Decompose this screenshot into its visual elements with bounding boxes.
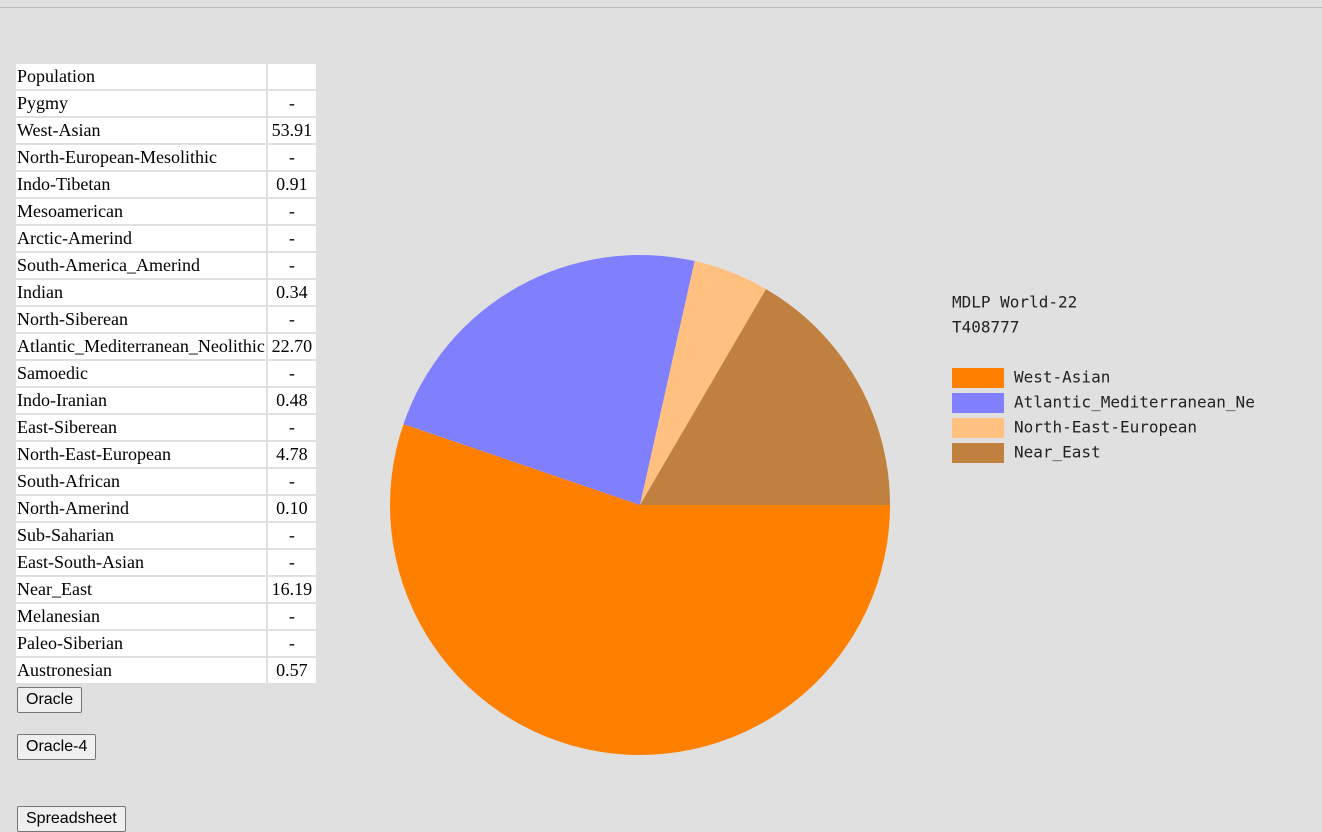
table-row: Pygmy - bbox=[16, 91, 316, 118]
legend-label: Atlantic_Mediterranean_Ne bbox=[1014, 393, 1255, 412]
spreadsheet-button[interactable]: Spreadsheet bbox=[17, 806, 126, 832]
value-cell: 4.78 bbox=[267, 442, 316, 469]
pie-slice bbox=[640, 261, 767, 505]
population-cell: South-African bbox=[16, 469, 266, 496]
value-cell: 0.34 bbox=[267, 280, 316, 307]
population-cell: North-East-European bbox=[16, 442, 266, 469]
population-cell: West-Asian bbox=[16, 118, 266, 145]
header-row: Population bbox=[16, 64, 316, 91]
table-row: North-Siberean - bbox=[16, 307, 316, 334]
population-cell: Indian bbox=[16, 280, 266, 307]
table-row: Near_East 16.19 bbox=[16, 577, 316, 604]
oracle4-button[interactable]: Oracle-4 bbox=[17, 734, 97, 760]
table-row: North-East-European 4.78 bbox=[16, 442, 316, 469]
legend-swatch bbox=[952, 393, 1004, 413]
legend-swatch bbox=[952, 443, 1004, 463]
table-row: Sub-Saharian - bbox=[16, 523, 316, 550]
value-cell: 0.10 bbox=[267, 496, 316, 523]
value-cell: - bbox=[267, 307, 316, 334]
population-cell: Near_East bbox=[16, 577, 266, 604]
legend-label: West-Asian bbox=[1014, 368, 1110, 387]
table-row: South-African - bbox=[16, 469, 316, 496]
table-row: Austronesian 0.57 bbox=[16, 658, 316, 685]
legend-label: Near_East bbox=[1014, 443, 1101, 462]
table-row: Mesoamerican - bbox=[16, 199, 316, 226]
population-cell: Arctic-Amerind bbox=[16, 226, 266, 253]
value-cell: - bbox=[267, 199, 316, 226]
table-row: West-Asian 53.91 bbox=[16, 118, 316, 145]
value-cell: 22.70 bbox=[267, 334, 316, 361]
value-cell: 16.19 bbox=[267, 577, 316, 604]
population-cell: Austronesian bbox=[16, 658, 266, 685]
table-row: Paleo-Siberian - bbox=[16, 631, 316, 658]
population-cell: Indo-Tibetan bbox=[16, 172, 266, 199]
table-row: East-South-Asian - bbox=[16, 550, 316, 577]
population-cell: Indo-Iranian bbox=[16, 388, 266, 415]
value-cell: - bbox=[267, 145, 316, 172]
chart-title: MDLP World-22 bbox=[952, 293, 1077, 312]
value-cell: 53.91 bbox=[267, 118, 316, 145]
legend-label: North-East-European bbox=[1014, 418, 1197, 437]
table-row: Indian 0.34 bbox=[16, 280, 316, 307]
legend-swatch bbox=[952, 418, 1004, 438]
value-cell: - bbox=[267, 91, 316, 118]
pie-slice bbox=[403, 255, 695, 505]
population-cell: East-South-Asian bbox=[16, 550, 266, 577]
table-row: North-Amerind 0.10 bbox=[16, 496, 316, 523]
value-cell: - bbox=[267, 523, 316, 550]
table-row: Melanesian - bbox=[16, 604, 316, 631]
population-cell: Sub-Saharian bbox=[16, 523, 266, 550]
table-row: North-European-Mesolithic - bbox=[16, 145, 316, 172]
value-cell: - bbox=[267, 469, 316, 496]
population-cell: Paleo-Siberian bbox=[16, 631, 266, 658]
table-row: Indo-Tibetan 0.91 bbox=[16, 172, 316, 199]
population-cell: Atlantic_Mediterranean_Neolithic bbox=[16, 334, 266, 361]
table-row: South-America_Amerind - bbox=[16, 253, 316, 280]
pie-slice bbox=[640, 289, 890, 505]
population-table: Population Pygmy - West-Asian 53.91 North-Eur… bbox=[14, 64, 318, 685]
value-cell: - bbox=[267, 361, 316, 388]
population-cell: North-Amerind bbox=[16, 496, 266, 523]
value-cell: - bbox=[267, 550, 316, 577]
table-row: East-Siberean - bbox=[16, 415, 316, 442]
population-cell: Melanesian bbox=[16, 604, 266, 631]
value-cell: 0.91 bbox=[267, 172, 316, 199]
population-cell: Mesoamerican bbox=[16, 199, 266, 226]
population-cell: North-European-Mesolithic bbox=[16, 145, 266, 172]
population-cell: East-Siberean bbox=[16, 415, 266, 442]
value-cell: - bbox=[267, 415, 316, 442]
legend-swatch bbox=[952, 368, 1004, 388]
value-cell: - bbox=[267, 253, 316, 280]
population-cell: South-America_Amerind bbox=[16, 253, 266, 280]
value-cell: - bbox=[267, 631, 316, 658]
oracle-button[interactable]: Oracle bbox=[17, 687, 83, 713]
value-cell: - bbox=[267, 226, 316, 253]
table-row: Samoedic - bbox=[16, 361, 316, 388]
divider bbox=[0, 7, 1322, 8]
population-cell: Pygmy bbox=[16, 91, 266, 118]
value-cell: - bbox=[267, 604, 316, 631]
chart-subtitle: T408777 bbox=[952, 318, 1019, 337]
pie-slice bbox=[390, 424, 890, 755]
value-cell: 0.48 bbox=[267, 388, 316, 415]
value-cell: 0.57 bbox=[267, 658, 316, 685]
population-cell: North-Siberean bbox=[16, 307, 266, 334]
header-cell bbox=[267, 64, 316, 91]
table-row: Indo-Iranian 0.48 bbox=[16, 388, 316, 415]
header-cell: Population bbox=[16, 64, 266, 91]
population-cell: Samoedic bbox=[16, 361, 266, 388]
table-row: Atlantic_Mediterranean_Neolithic 22.70 bbox=[16, 334, 316, 361]
table-row: Arctic-Amerind - bbox=[16, 226, 316, 253]
